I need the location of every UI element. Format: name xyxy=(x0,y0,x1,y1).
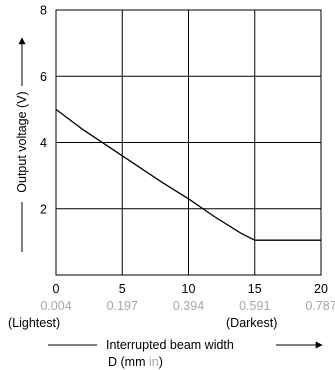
x-axis-units-in: in xyxy=(149,355,159,369)
x-tick-labels-inches: 0.004 0.197 0.394 0.591 0.787 xyxy=(40,299,335,313)
y-tick-label: 8 xyxy=(40,4,47,18)
x-tick-label-inches: 0.787 xyxy=(305,299,335,313)
x-tick-label: 5 xyxy=(119,282,126,296)
y-tick-label: 4 xyxy=(40,136,47,150)
y-axis-label-group: Output voltage (V) xyxy=(15,37,29,252)
grid-lines xyxy=(56,10,321,275)
y-tick-label: 6 xyxy=(40,70,47,84)
y-axis-label: Output voltage (V) xyxy=(15,91,29,192)
series-line xyxy=(55,108,321,241)
x-tick-label: 20 xyxy=(314,282,328,296)
x-tick-label-inches: 0.591 xyxy=(239,299,270,313)
x-tick-labels: 0 5 10 15 20 xyxy=(53,282,328,296)
x-tick-label-inches: 0.394 xyxy=(173,299,204,313)
x-tick-label-inches: 0.004 xyxy=(40,299,71,313)
x-tick-label: 10 xyxy=(182,282,196,296)
x-tick-label: 0 xyxy=(53,282,60,296)
annotation-lightest: (Lightest) xyxy=(8,316,60,330)
x-axis-units-suffix: ) xyxy=(159,355,163,369)
annotation-darkest: (Darkest) xyxy=(226,316,277,330)
x-tick-label-inches: 0.197 xyxy=(107,299,138,313)
y-tick-labels: 2 4 6 8 xyxy=(40,4,47,217)
x-axis-label: Interrupted beam width xyxy=(106,338,234,352)
x-axis-units-prefix: D (mm xyxy=(108,355,149,369)
x-tick-label: 15 xyxy=(248,282,262,296)
y-tick-label: 2 xyxy=(40,202,47,216)
x-axis-units: D (mm in) xyxy=(108,355,163,369)
